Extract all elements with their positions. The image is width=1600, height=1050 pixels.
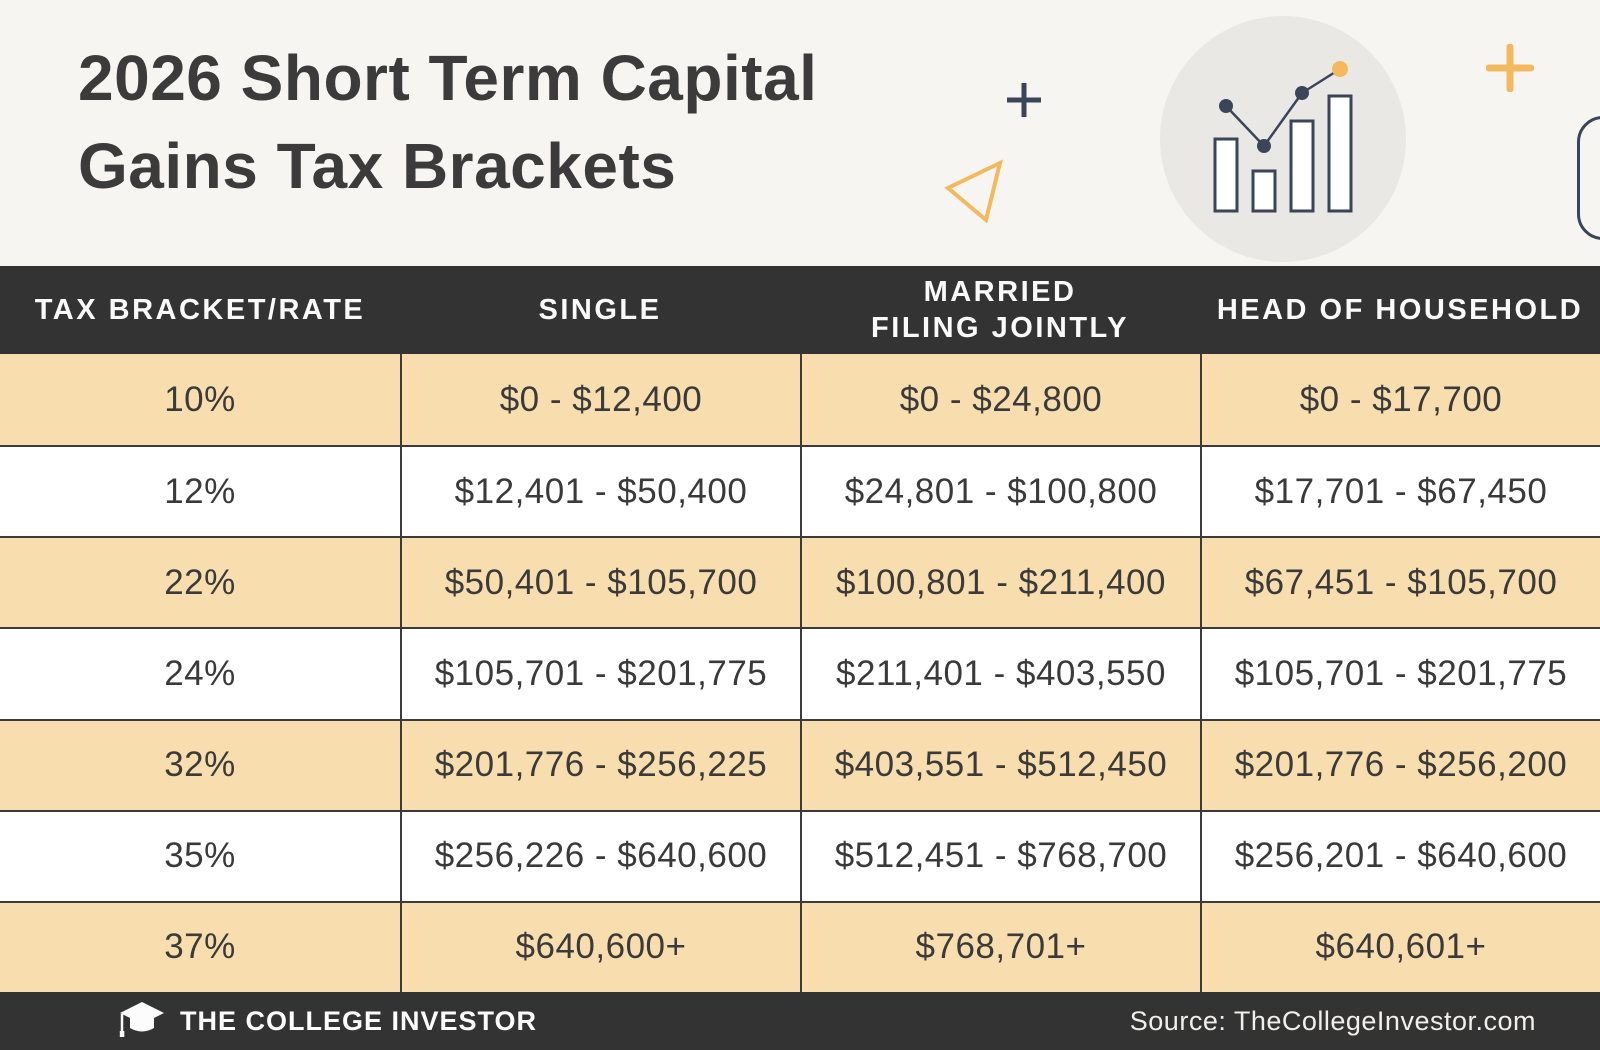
- table-row: 22% $50,401 - $105,700 $100,801 - $211,4…: [0, 536, 1600, 628]
- table-cell-rate: 32%: [164, 745, 236, 785]
- table-cell-rate: 12%: [164, 471, 236, 511]
- table-row: 12% $12,401 - $50,400 $24,801 - $100,800…: [0, 445, 1600, 537]
- page-title-line2: Gains Tax Brackets: [78, 130, 677, 203]
- table-cell-hoh: $105,701 - $201,775: [1200, 629, 1600, 719]
- table-row: 10% $0 - $12,400 $0 - $24,800 $0 - $17,7…: [0, 354, 1600, 446]
- rounded-rect-icon: [1577, 116, 1600, 240]
- table-cell-rate: 10%: [164, 379, 236, 419]
- table-row: 35% $256,226 - $640,600 $512,451 - $768,…: [0, 809, 1600, 901]
- table-cell-married: $24,801 - $100,800: [800, 447, 1200, 537]
- source-credit: Source: TheCollegeInvestor.com: [1129, 1005, 1536, 1036]
- table-cell-married: $211,401 - $403,550: [800, 629, 1200, 719]
- table-cell-hoh: $0 - $17,700: [1200, 354, 1600, 446]
- table-cell-rate: 22%: [164, 562, 236, 602]
- column-header-married-filing-jointly: MARRIED FILING JOINTLY: [871, 275, 1129, 344]
- table-cell-single: $0 - $12,400: [400, 354, 800, 446]
- table-cell-married: $100,801 - $211,400: [800, 538, 1200, 628]
- table-cell-single: $50,401 - $105,700: [400, 538, 800, 628]
- table-cell-married: $403,551 - $512,450: [800, 720, 1200, 810]
- table-cell-rate: 35%: [164, 836, 236, 876]
- table-cell-single: $12,401 - $50,400: [400, 447, 800, 537]
- brand-name: THE COLLEGE INVESTOR: [180, 1005, 538, 1036]
- bar-line-chart-icon: [1213, 61, 1353, 213]
- page-title: 2026 Short Term Capital Gains Tax Bracke…: [78, 34, 817, 211]
- table-cell-rate: 37%: [164, 927, 236, 967]
- table-row: 37% $640,600+ $768,701+ $640,601+: [0, 900, 1600, 992]
- footer-bar: THE COLLEGE INVESTOR Source: TheCollegeI…: [0, 992, 1600, 1050]
- table-cell-single: $105,701 - $201,775: [400, 629, 800, 719]
- plus-icon: [1007, 83, 1041, 117]
- plus-icon: [1486, 44, 1534, 92]
- table-cell-hoh: $256,201 - $640,600: [1200, 811, 1600, 901]
- table-cell-single: $201,776 - $256,225: [400, 720, 800, 810]
- table-cell-hoh: $17,701 - $67,450: [1200, 447, 1600, 537]
- chart-badge: [1160, 16, 1406, 262]
- table-body: 10% $0 - $12,400 $0 - $24,800 $0 - $17,7…: [0, 354, 1600, 992]
- table-cell-single: $256,226 - $640,600: [400, 811, 800, 901]
- table-row: 24% $105,701 - $201,775 $211,401 - $403,…: [0, 627, 1600, 719]
- column-header-head-of-household: HEAD OF HOUSEHOLD: [1216, 293, 1584, 326]
- triangle-icon: [944, 159, 1003, 224]
- table-row: 32% $201,776 - $256,225 $403,551 - $512,…: [0, 718, 1600, 810]
- page-title-line1: 2026 Short Term Capital: [78, 42, 818, 114]
- table-cell-rate: 24%: [164, 653, 236, 693]
- table-cell-married: $512,451 - $768,700: [800, 811, 1200, 901]
- table-cell-married: $768,701+: [800, 902, 1200, 992]
- table-cell-hoh: $640,601+: [1200, 902, 1600, 992]
- table-cell-married: $0 - $24,800: [800, 354, 1200, 446]
- table-header-row: TAX BRACKET/RATE SINGLE MARRIED FILING J…: [0, 266, 1600, 354]
- hero-section: 2026 Short Term Capital Gains Tax Bracke…: [0, 0, 1600, 266]
- table-cell-hoh: $67,451 - $105,700: [1200, 538, 1600, 628]
- column-header-tax-bracket: TAX BRACKET/RATE: [34, 293, 366, 326]
- table-cell-hoh: $201,776 - $256,200: [1200, 720, 1600, 810]
- graduation-cap-icon: [119, 1002, 164, 1037]
- table-cell-single: $640,600+: [400, 902, 800, 992]
- brand-lockup: THE COLLEGE INVESTOR: [118, 1000, 537, 1042]
- column-header-single: SINGLE: [538, 293, 662, 326]
